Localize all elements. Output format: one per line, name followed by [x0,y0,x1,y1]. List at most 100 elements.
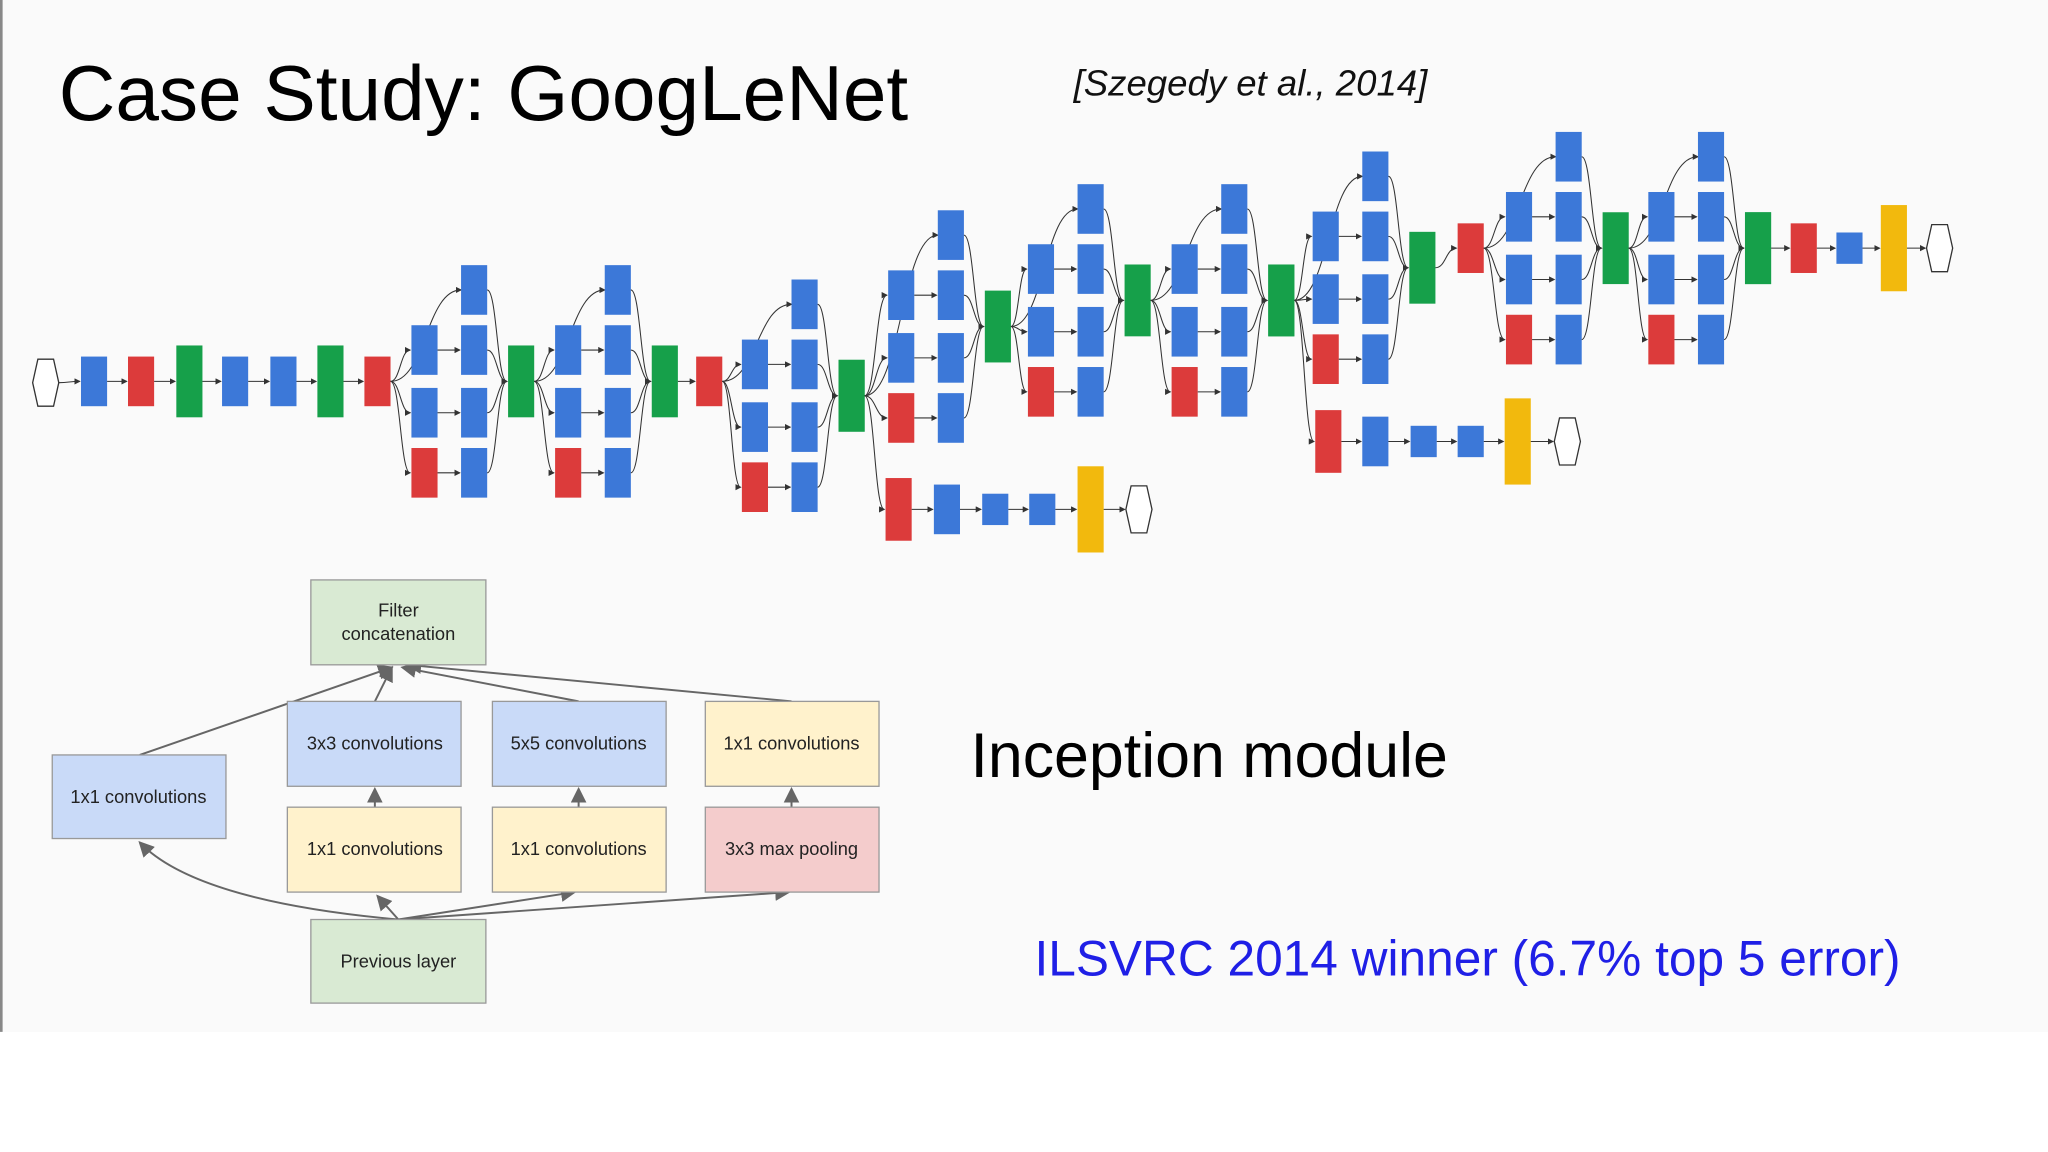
citation: [Szegedy et al., 2014] [1073,62,1429,103]
node-box [704,806,880,893]
layer-block [1362,334,1389,384]
layer-block [1077,466,1104,553]
layer-block [1602,212,1629,285]
edge [58,378,81,385]
layer-block [1362,274,1389,324]
layer-block [1077,244,1104,294]
layer-block [1027,244,1055,294]
layer-block [888,393,915,443]
layer-block [128,356,155,407]
layer-block [1027,367,1055,417]
edge [1150,265,1172,301]
layer-block [1790,223,1817,273]
node-label: 1x1 convolutions [70,786,206,807]
layer-block [791,279,818,330]
layer-block [604,387,631,438]
layer-block [555,325,582,375]
layer-block [888,333,915,383]
arrow [398,886,577,921]
layer-block [1029,493,1056,526]
edge [817,392,839,488]
edge [864,292,888,397]
layer-block [317,345,344,418]
arrow [405,658,792,703]
layer-block [411,448,438,498]
layer-block [741,339,768,390]
layer-block [937,270,964,320]
layer-block [461,265,488,315]
layer-block [1410,425,1437,458]
layer-block [741,462,768,512]
edge [1483,247,1506,343]
layer-block [1077,184,1104,234]
edge [1483,213,1506,249]
edge [1246,297,1268,393]
layer-block [1124,264,1151,337]
layer-block [1648,192,1675,242]
arrow [398,885,791,921]
arrow [138,841,399,921]
edge [1435,245,1458,269]
edge [1010,265,1028,328]
layer-block [791,339,818,390]
layer-block [555,448,582,498]
layer-block [555,387,582,438]
layer-block [1315,410,1342,473]
layer-block [1555,254,1582,305]
layer-block [1555,131,1582,182]
io-node [1925,223,1954,273]
layer-block [411,325,438,375]
node-box [310,918,487,1004]
layer-block [1505,314,1533,365]
io-node [31,358,60,407]
edge [1103,297,1125,393]
layer-block [791,462,818,512]
layer-block [1221,306,1248,357]
inception-diagram: 1x1 convolutions 3x3 convolutions 5x5 co… [51,579,880,1004]
layer-block [1312,334,1339,384]
edge [963,323,985,419]
layer-block [176,345,203,418]
layer-block [1171,306,1198,357]
googlenet-graph [31,131,1954,553]
layer-block [1555,314,1582,365]
layer-block [1880,205,1907,292]
layer-block [937,210,964,260]
layer-block [1077,306,1104,357]
layer-block [80,356,108,407]
edge [864,395,886,513]
layer-block [1648,314,1675,365]
node-label: Previous layer [341,950,457,971]
layer-block [1697,131,1725,182]
edge [1293,299,1316,445]
layer-block [1648,254,1675,305]
edge [533,380,555,476]
layer-block [888,270,915,320]
edge [486,378,508,474]
layer-block [1697,192,1725,242]
node-box [310,579,487,666]
edge [1293,233,1313,301]
node-label: 1x1 convolutions [723,732,859,753]
layer-block [885,478,912,541]
arrow [139,664,394,756]
edge [722,361,742,382]
layer-block [1836,232,1863,264]
edge [1387,264,1410,360]
edge [534,346,555,382]
node-box [491,806,667,893]
layer-block [1505,254,1533,305]
note: ILSVRC 2014 winner (6.7% top 5 error) [1034,931,1900,987]
node-box [491,700,667,787]
edge [721,380,742,491]
layer-block [1457,425,1484,458]
edge [1581,245,1603,341]
layer-block [1221,367,1248,417]
layer-block [461,325,488,375]
edge [1723,245,1745,341]
edge [1294,295,1313,303]
node-box [704,700,880,787]
layer-block [364,356,391,407]
edge [1628,247,1649,343]
